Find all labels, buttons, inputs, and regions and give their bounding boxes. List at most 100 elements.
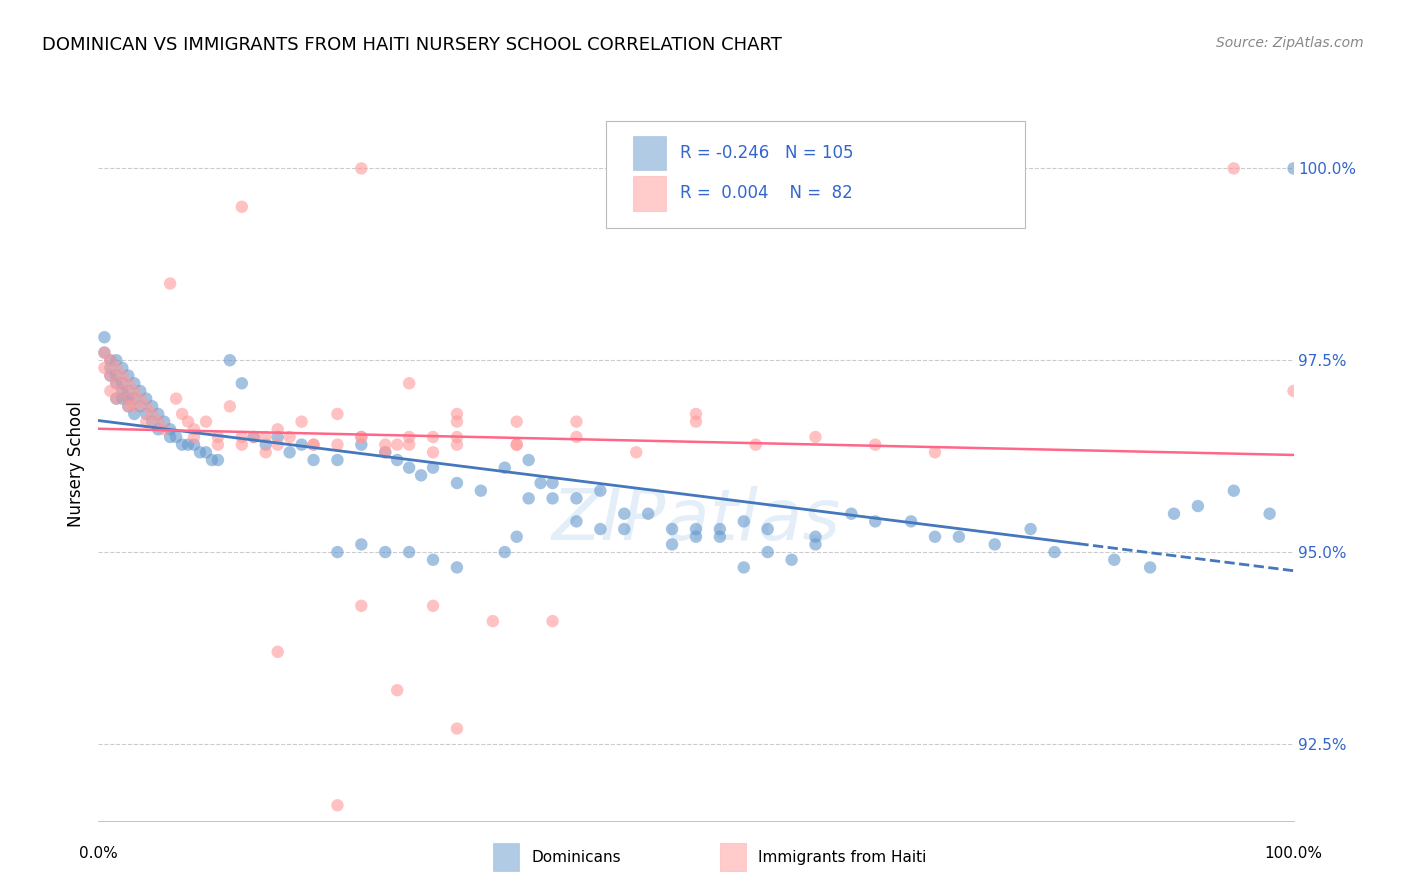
Point: [541, 491, 564, 506]
Point: [1282, 161, 1305, 176]
Point: [350, 161, 373, 176]
Point: [565, 430, 588, 444]
Point: [613, 522, 636, 536]
Point: [254, 445, 277, 459]
Point: [117, 392, 139, 406]
Point: [1043, 545, 1066, 559]
Bar: [720, 844, 747, 871]
Point: [685, 522, 707, 536]
Point: [124, 407, 146, 421]
Point: [446, 437, 468, 451]
Point: [422, 599, 444, 613]
Point: [243, 430, 266, 444]
Point: [93, 330, 115, 344]
Point: [756, 522, 779, 536]
Point: [117, 392, 139, 406]
Point: [1139, 560, 1161, 574]
Point: [183, 437, 205, 451]
Point: [98, 353, 122, 368]
Point: [924, 445, 946, 459]
Point: [135, 392, 157, 406]
Point: [141, 399, 163, 413]
Point: [135, 415, 157, 429]
Point: [117, 368, 139, 383]
Point: [188, 445, 211, 459]
Point: [93, 345, 115, 359]
Point: [98, 384, 122, 398]
Point: [141, 407, 163, 421]
Point: [124, 399, 146, 413]
Point: [709, 522, 731, 536]
Point: [172, 437, 194, 451]
Point: [624, 445, 647, 459]
Point: [326, 545, 349, 559]
Point: [159, 430, 181, 444]
Point: [148, 407, 170, 421]
Point: [302, 437, 325, 451]
Point: [111, 384, 134, 398]
Point: [900, 515, 922, 529]
Point: [733, 515, 755, 529]
Point: [231, 200, 253, 214]
Point: [565, 415, 588, 429]
Point: [207, 430, 229, 444]
Point: [983, 537, 1005, 551]
Point: [863, 515, 886, 529]
Point: [159, 277, 181, 291]
Point: [231, 437, 253, 451]
Point: [302, 437, 325, 451]
Point: [243, 430, 266, 444]
Point: [517, 491, 540, 506]
Point: [105, 376, 128, 391]
Point: [231, 376, 253, 391]
Point: [350, 599, 373, 613]
Point: [117, 384, 139, 398]
Point: [98, 360, 122, 375]
Text: ZIPatlas: ZIPatlas: [551, 486, 841, 556]
Point: [446, 430, 468, 444]
Point: [613, 507, 636, 521]
Point: [709, 530, 731, 544]
Point: [470, 483, 492, 498]
Text: R = -0.246   N = 105: R = -0.246 N = 105: [681, 144, 853, 161]
Point: [177, 415, 200, 429]
Point: [111, 392, 134, 406]
Point: [1258, 507, 1281, 521]
Point: [111, 368, 134, 383]
Point: [165, 392, 187, 406]
Point: [267, 430, 290, 444]
Point: [326, 798, 349, 813]
Point: [159, 422, 181, 436]
Point: [326, 437, 349, 451]
Point: [350, 437, 373, 451]
Point: [494, 545, 516, 559]
Point: [422, 430, 444, 444]
Point: [302, 453, 325, 467]
Point: [105, 368, 128, 383]
Point: [153, 415, 176, 429]
Bar: [633, 177, 666, 211]
Y-axis label: Nursery School: Nursery School: [66, 401, 84, 527]
Point: [254, 430, 277, 444]
Text: 100.0%: 100.0%: [1264, 846, 1323, 861]
Point: [141, 415, 163, 429]
Point: [278, 445, 301, 459]
Point: [529, 476, 551, 491]
Point: [172, 407, 194, 421]
Point: [98, 368, 122, 383]
Point: [267, 422, 290, 436]
Point: [565, 515, 588, 529]
Point: [804, 430, 827, 444]
Point: [446, 560, 468, 574]
Bar: [633, 136, 666, 169]
Point: [839, 507, 862, 521]
Point: [153, 422, 176, 436]
Point: [129, 399, 152, 413]
Point: [93, 360, 115, 375]
Point: [398, 545, 420, 559]
Point: [165, 430, 187, 444]
Point: [1019, 522, 1042, 536]
Point: [98, 353, 122, 368]
Point: [422, 460, 444, 475]
Point: [422, 553, 444, 567]
